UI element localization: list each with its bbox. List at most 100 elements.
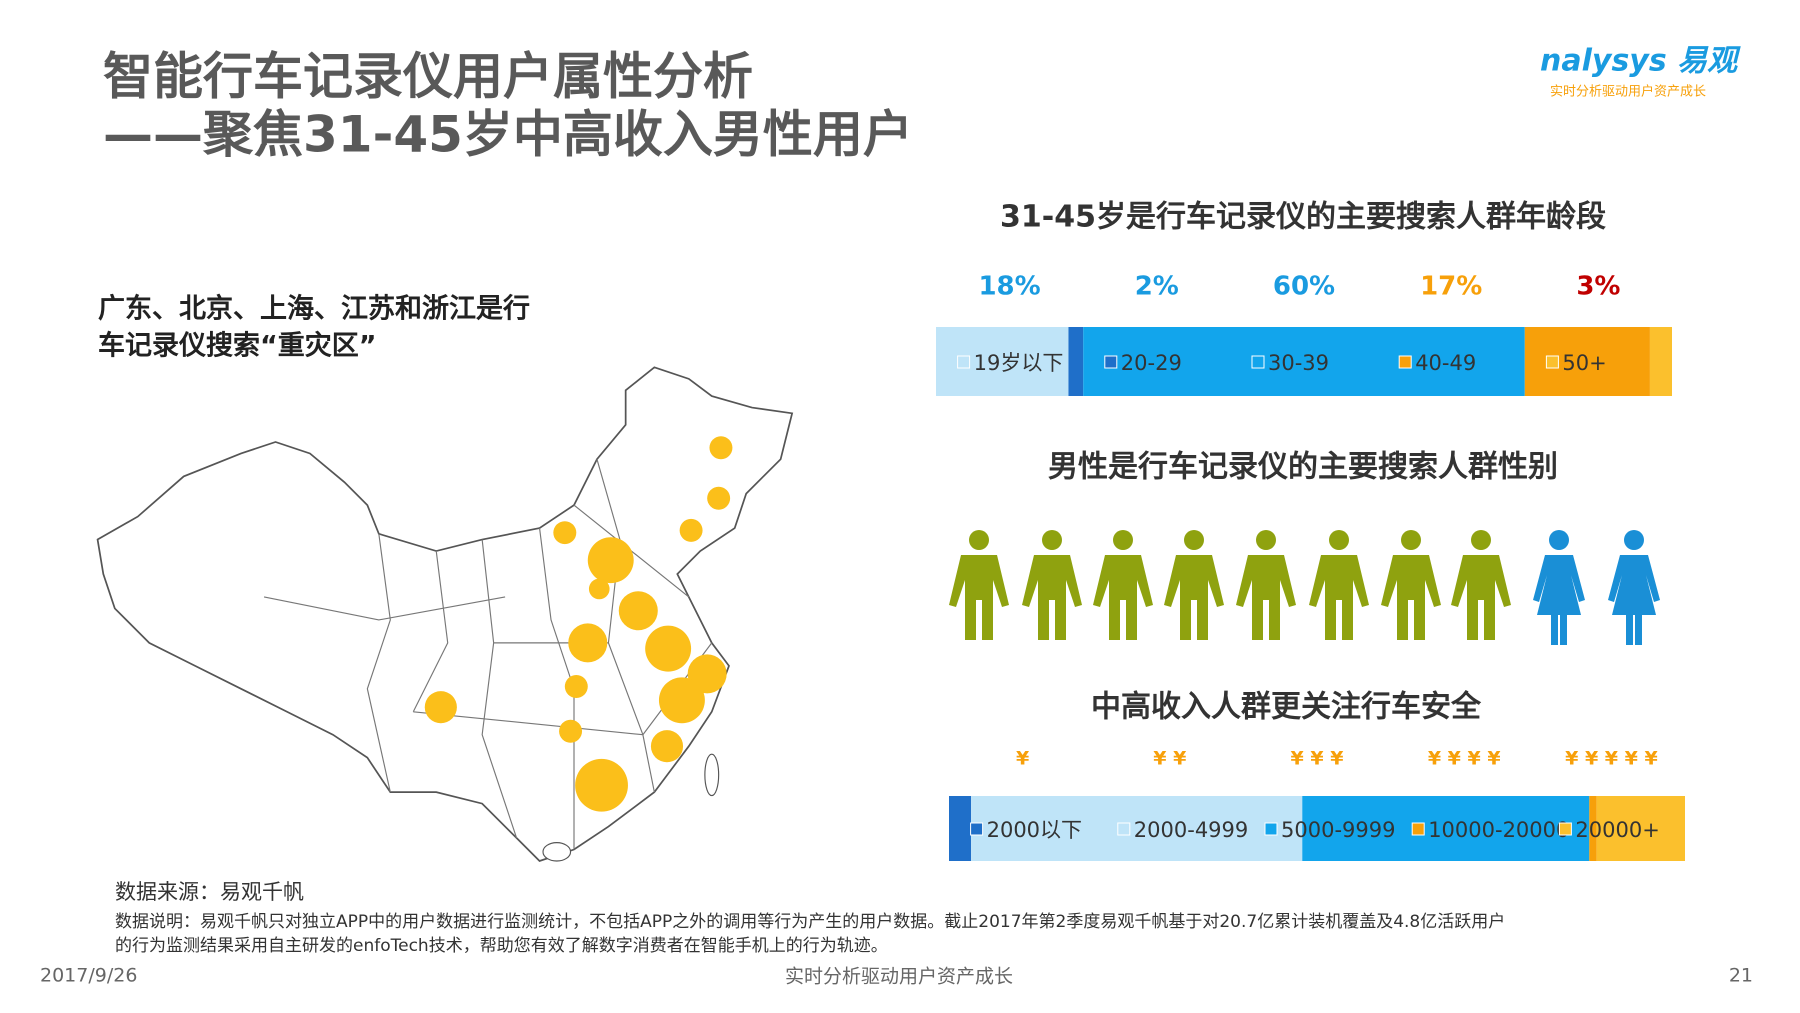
map-dot bbox=[707, 486, 731, 510]
map-dot bbox=[564, 675, 588, 698]
date: 2017/9/26 bbox=[40, 965, 137, 987]
map-outline bbox=[96, 366, 794, 862]
yen-symbols: ¥ ¥ ¥ ¥ bbox=[1428, 748, 1501, 770]
bar-segment bbox=[1068, 327, 1084, 396]
legend-marker bbox=[1264, 822, 1278, 836]
person-icon bbox=[1381, 530, 1441, 640]
legend-label: 20000+ bbox=[1575, 818, 1659, 842]
legend-marker bbox=[1558, 822, 1572, 836]
legend-label: 2000以下 bbox=[987, 818, 1082, 842]
legend-label: 19岁以下 bbox=[974, 351, 1064, 375]
map-caption: 车记录仪搜索“重灾区” bbox=[98, 330, 377, 362]
body bbox=[1236, 555, 1296, 640]
legend-label: 30-39 bbox=[1268, 351, 1329, 375]
hainan bbox=[542, 842, 572, 862]
head bbox=[1401, 530, 1421, 550]
bar-segment bbox=[971, 796, 1303, 861]
map-dot bbox=[568, 623, 608, 663]
bar-segment bbox=[949, 796, 972, 861]
person-icon bbox=[1236, 530, 1296, 640]
person-icon bbox=[1533, 530, 1585, 645]
value-label: 2% bbox=[1135, 272, 1179, 302]
head bbox=[1329, 530, 1349, 550]
note: 的行为监测结果采用自主研发的enfoTech技术，帮助您有效了解数字消费者在智能… bbox=[115, 936, 888, 956]
person-icon bbox=[1608, 530, 1660, 645]
footer-tagline: 实时分析驱动用户资产成长 bbox=[785, 966, 1013, 988]
body bbox=[1451, 555, 1511, 640]
chart-title: 31-45岁是行车记录仪的主要搜索人群年龄段 bbox=[1000, 200, 1606, 235]
person-icon bbox=[1309, 530, 1369, 640]
head bbox=[1184, 530, 1204, 550]
yen-symbols: ¥ ¥ bbox=[1153, 748, 1186, 770]
bar-segment bbox=[1083, 327, 1525, 396]
gender-title: 男性是行车记录仪的主要搜索人群性别 bbox=[1048, 450, 1558, 485]
chart-title: 中高收入人群更关注行车安全 bbox=[1091, 690, 1482, 725]
legend-marker bbox=[1117, 822, 1131, 836]
map-dot bbox=[559, 719, 583, 743]
map-dot bbox=[650, 730, 684, 763]
value-label: 17% bbox=[1420, 272, 1482, 302]
body bbox=[1608, 555, 1660, 645]
legend-label: 2000-4999 bbox=[1134, 818, 1248, 842]
map-dot bbox=[553, 521, 577, 545]
map-dot bbox=[658, 677, 705, 724]
bar-segment bbox=[1596, 796, 1685, 861]
person-icon bbox=[1022, 530, 1082, 640]
legend-label: 5000-9999 bbox=[1281, 818, 1395, 842]
map-dot bbox=[587, 537, 634, 584]
head bbox=[1549, 530, 1569, 550]
map-dot bbox=[679, 518, 703, 542]
bar-segment bbox=[1649, 327, 1672, 396]
head bbox=[1042, 530, 1062, 550]
person-icon bbox=[1093, 530, 1153, 640]
head bbox=[1113, 530, 1133, 550]
yen-symbols: ¥ ¥ ¥ bbox=[1291, 748, 1344, 770]
note: 数据说明：易观千帆只对独立APP中的用户数据进行监测统计，不包括APP之外的调用… bbox=[115, 912, 1505, 932]
body bbox=[1093, 555, 1153, 640]
head bbox=[1624, 530, 1644, 550]
map-dot bbox=[424, 691, 457, 724]
legend-marker bbox=[1104, 355, 1118, 369]
legend-marker bbox=[1411, 822, 1425, 836]
value-label: 18% bbox=[978, 272, 1040, 302]
person-icon bbox=[1451, 530, 1511, 640]
yen-symbols: ¥ bbox=[1016, 748, 1029, 770]
legend-marker bbox=[957, 355, 971, 369]
body bbox=[949, 555, 1009, 640]
legend-label: 40-49 bbox=[1415, 351, 1476, 375]
person-icon bbox=[1164, 530, 1224, 640]
taiwan bbox=[704, 753, 720, 797]
map-dot bbox=[709, 436, 733, 460]
bar-segment bbox=[1589, 796, 1597, 861]
head bbox=[1471, 530, 1491, 550]
body bbox=[1533, 555, 1585, 645]
bar-segment bbox=[1302, 796, 1590, 861]
subtitle: ——聚焦31-45岁中高收入男性用户 bbox=[103, 106, 913, 164]
value-label: 60% bbox=[1273, 272, 1335, 302]
body bbox=[1381, 555, 1441, 640]
map-caption: 广东、北京、上海、江苏和浙江是行 bbox=[98, 293, 530, 325]
legend-label: 10000-20000 bbox=[1428, 818, 1569, 842]
legend-marker bbox=[1545, 355, 1559, 369]
body bbox=[1164, 555, 1224, 640]
body bbox=[1309, 555, 1369, 640]
page-number: 21 bbox=[1729, 965, 1753, 987]
legend-marker bbox=[1251, 355, 1265, 369]
legend-marker bbox=[970, 822, 984, 836]
legend-label: 50+ bbox=[1562, 351, 1606, 375]
value-label: 3% bbox=[1576, 272, 1620, 302]
legend-label: 20-29 bbox=[1121, 351, 1182, 375]
head bbox=[1256, 530, 1276, 550]
map-dot bbox=[645, 625, 692, 672]
head bbox=[969, 530, 989, 550]
logo-tagline: 实时分析驱动用户资产成长 bbox=[1550, 84, 1706, 100]
person-icon bbox=[949, 530, 1009, 640]
yen-symbols: ¥ ¥ ¥ ¥ ¥ bbox=[1565, 748, 1658, 770]
source: 数据来源：易观千帆 bbox=[115, 880, 304, 904]
map-dot bbox=[575, 758, 628, 812]
logo: nalysys 易观 bbox=[1540, 44, 1741, 79]
map-dot bbox=[618, 591, 658, 631]
china-map bbox=[96, 366, 794, 862]
